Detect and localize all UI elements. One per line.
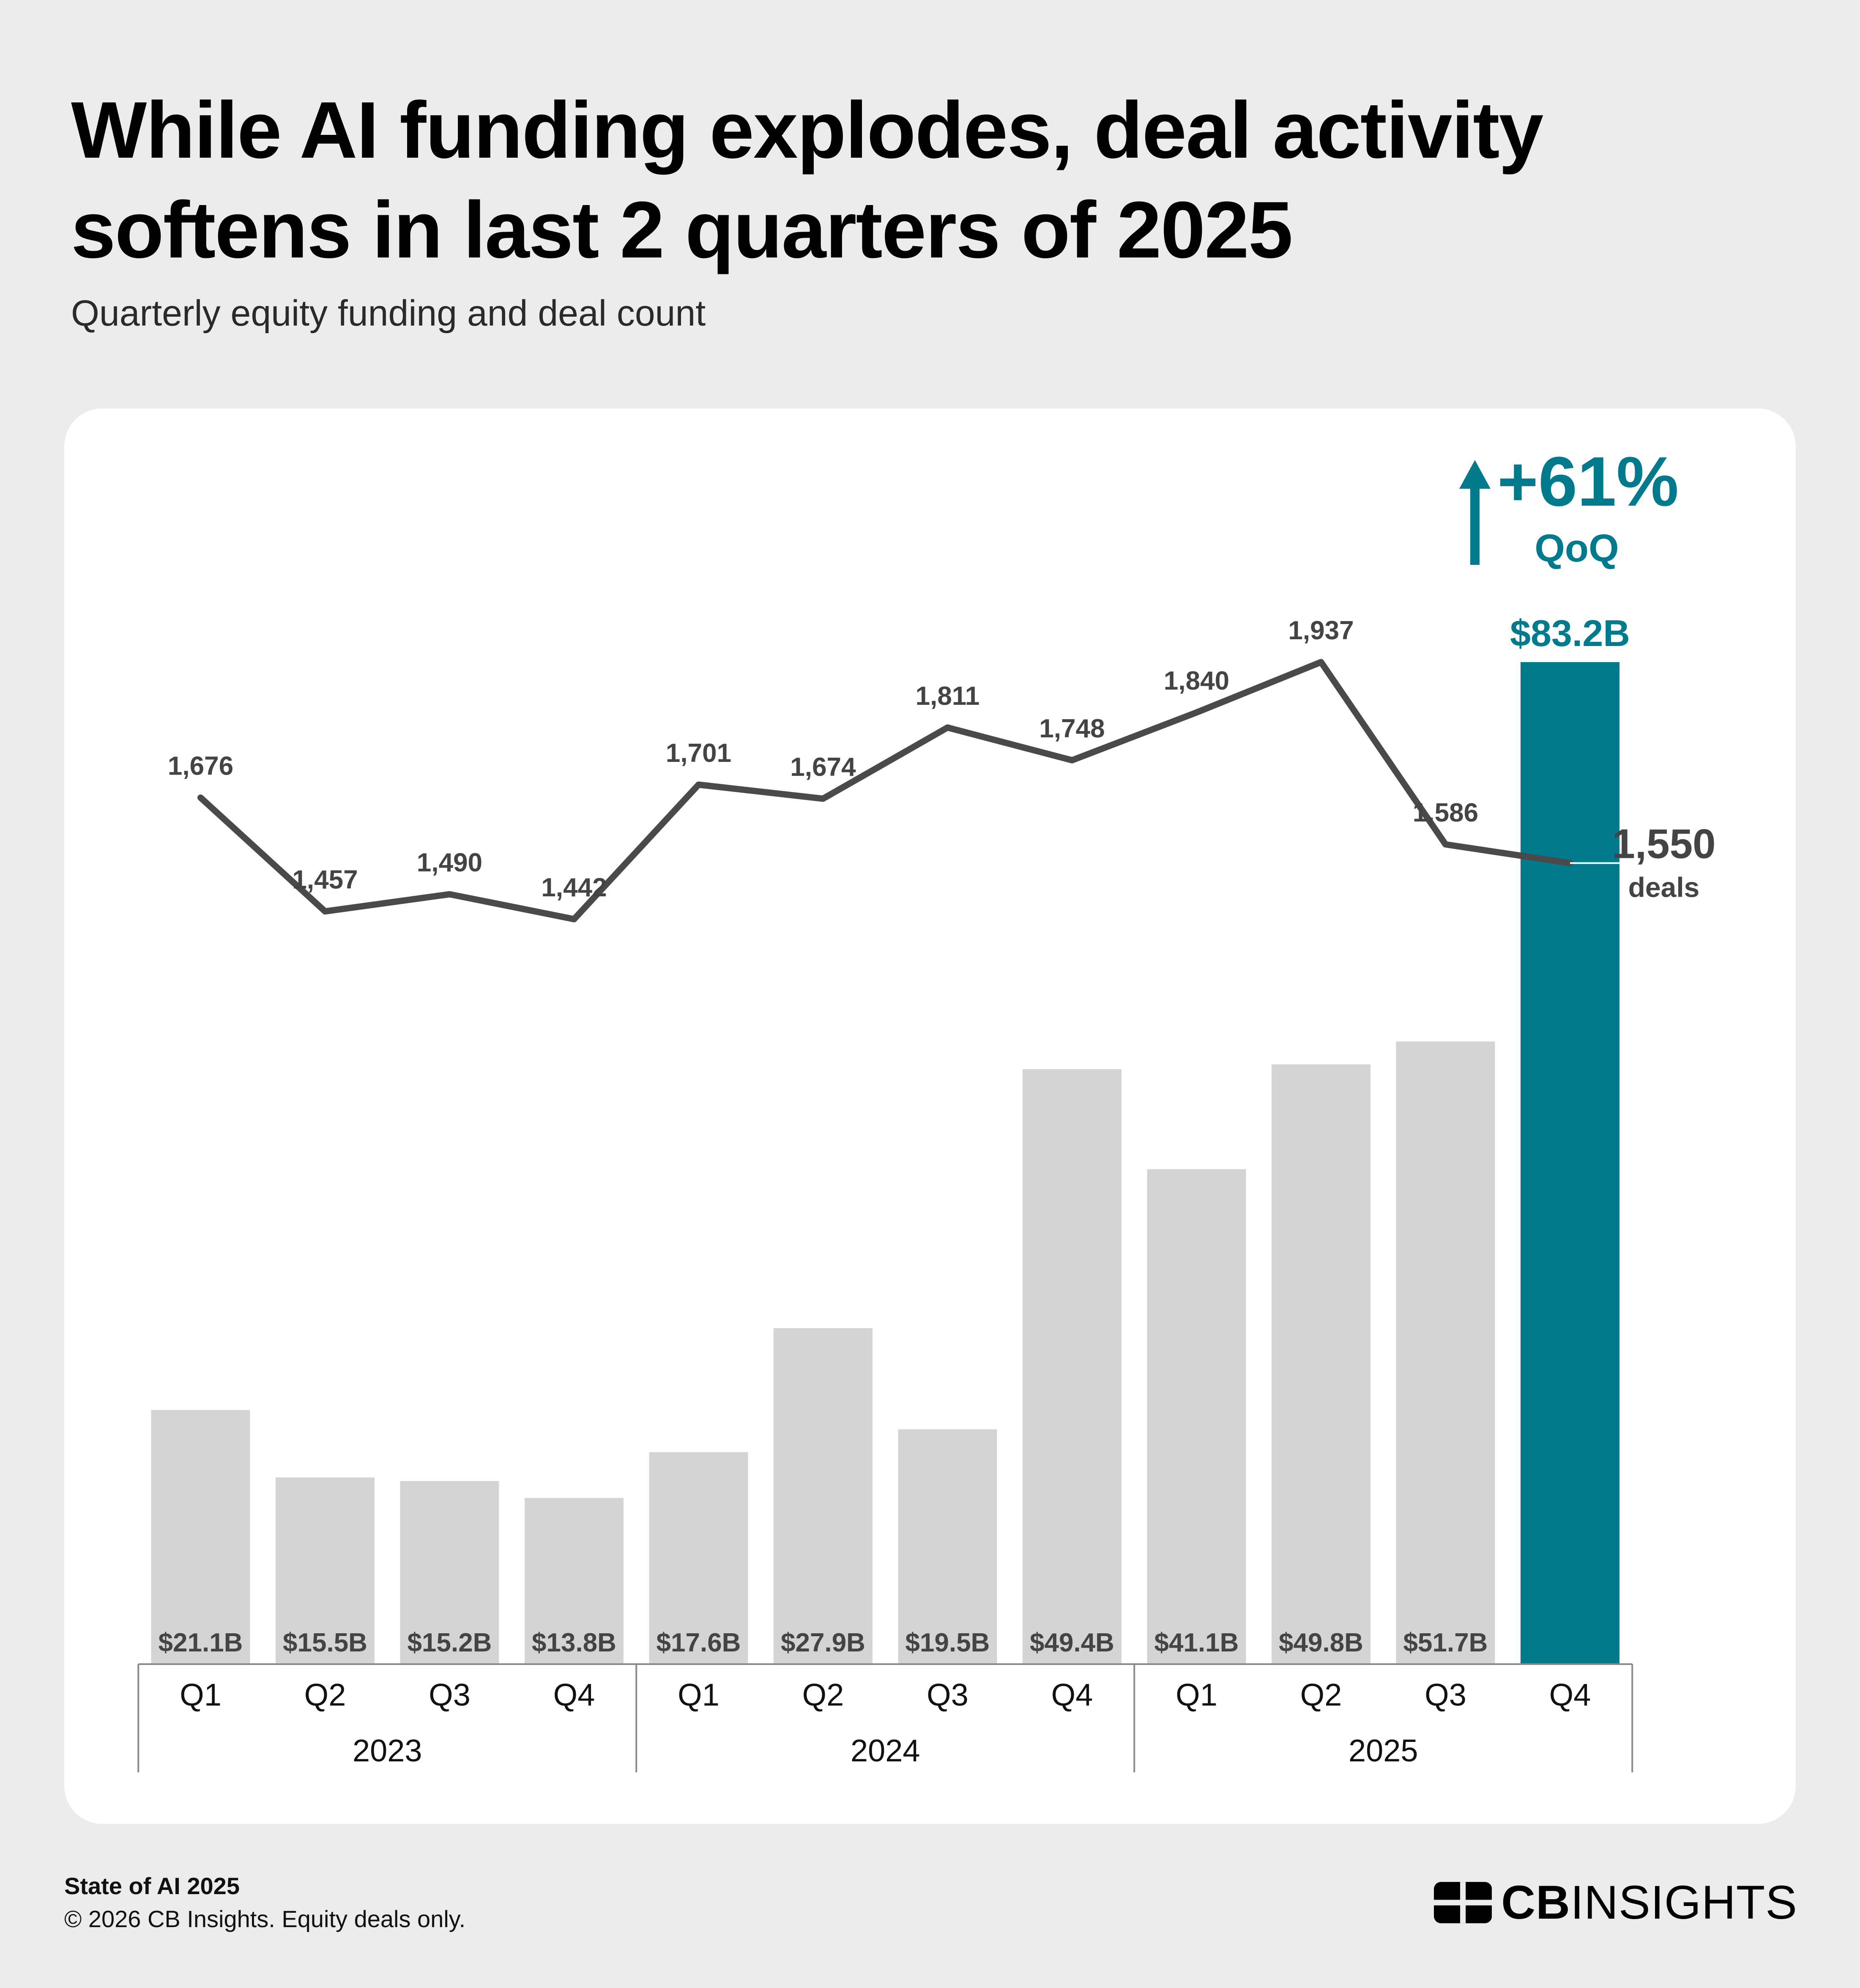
x-tick-label: Q1 — [1176, 1677, 1217, 1712]
bar-q1-9 — [1147, 1169, 1246, 1664]
last-deal-count-unit: deals — [1628, 871, 1700, 903]
x-tick-label: Q4 — [1051, 1677, 1093, 1712]
logo-text-bold: CB — [1501, 1876, 1571, 1929]
last-deal-count-value: 1,550 — [1612, 820, 1715, 867]
cb-insights-logo: CBINSIGHTS — [1434, 1873, 1797, 1932]
x-tick-label: Q1 — [180, 1677, 222, 1712]
x-tick-label: Q4 — [553, 1677, 595, 1712]
x-group-label: 2023 — [353, 1733, 422, 1768]
cb-insights-logo-icon — [1434, 1882, 1492, 1923]
bar-value-label: $21.1B — [159, 1628, 243, 1657]
bar-q3-7 — [898, 1429, 997, 1664]
bar-q2-10 — [1272, 1064, 1370, 1664]
bar-value-label: $27.9B — [781, 1628, 865, 1657]
footer-copyright: © 2026 CB Insights. Equity deals only. — [64, 1906, 466, 1932]
growth-percentage: +61% — [1497, 443, 1679, 521]
chart-area: $21.1B $15.5B $15.2B $13.8B $17.6B $27.9B $19.… — [137, 443, 1716, 1772]
x-tick-label: Q3 — [429, 1677, 470, 1712]
x-tick-label: Q4 — [1549, 1677, 1591, 1712]
bar-value-label: $41.1B — [1154, 1628, 1239, 1657]
bar-value-label: $19.5B — [905, 1628, 990, 1657]
deal-count-line — [197, 659, 1573, 923]
chart-title: While AI funding explodes, deal activity… — [71, 80, 1720, 280]
deal-count-label: 1,701 — [666, 739, 731, 768]
bar-value-label: $13.8B — [532, 1628, 616, 1657]
bar-value-label: $15.5B — [283, 1628, 367, 1657]
bar-value-label-highlight: $83.2B — [1510, 612, 1630, 654]
deal-count-label: 1,457 — [292, 865, 358, 895]
deal-count-label: 1,676 — [168, 752, 233, 781]
bar-q1-1 — [151, 1410, 250, 1664]
cb-insights-logo-text: CBINSIGHTS — [1501, 1879, 1797, 1926]
bar-q2-6 — [774, 1328, 873, 1664]
bar-value-label: $17.6B — [656, 1628, 741, 1657]
deal-count-label: 1,811 — [916, 682, 980, 711]
bar-q4-12 — [1521, 662, 1619, 1664]
chart-subtitle: Quarterly equity funding and deal count — [71, 293, 706, 334]
deal-count-label: 1,674 — [790, 753, 856, 782]
chart-title-line-1: While AI funding explodes, deal activity — [71, 85, 1543, 175]
bar-q4-8 — [1023, 1069, 1121, 1664]
bar-q4-4 — [525, 1498, 624, 1664]
bar-value-label: $15.2B — [408, 1628, 492, 1657]
logo-text-light: INSIGHTS — [1570, 1876, 1797, 1929]
growth-period-label: QoQ — [1534, 527, 1619, 570]
bar-q3-11 — [1396, 1041, 1495, 1664]
x-tick-label: Q3 — [927, 1677, 968, 1712]
x-tick-label: Q2 — [802, 1677, 844, 1712]
x-group-label: 2025 — [1348, 1733, 1418, 1768]
deal-count-label: 1,937 — [1288, 616, 1354, 645]
chart-title-line-2: softens in last 2 quarters of 2025 — [71, 185, 1293, 275]
bar-value-label: $49.8B — [1279, 1628, 1363, 1657]
deal-count-label: 1,586 — [1413, 798, 1478, 827]
deal-count-label: 1,442 — [541, 873, 607, 902]
deal-count-label: 1,840 — [1164, 666, 1229, 696]
footer-report-title: State of AI 2025 — [64, 1873, 240, 1899]
x-tick-label: Q2 — [304, 1677, 346, 1712]
bar-value-label: $51.7B — [1403, 1628, 1488, 1657]
bar-value-label: $49.4B — [1030, 1628, 1114, 1657]
x-tick-label: Q1 — [678, 1677, 719, 1712]
x-tick-label: Q2 — [1300, 1677, 1342, 1712]
bar-q1-5 — [649, 1452, 748, 1664]
bar-q2-2 — [276, 1477, 375, 1664]
x-tick-label: Q3 — [1425, 1677, 1466, 1712]
deal-count-label: 1,748 — [1039, 714, 1105, 743]
growth-arrow-shaft — [1470, 480, 1480, 565]
bar-q3-3 — [400, 1481, 499, 1664]
x-group-label: 2024 — [851, 1733, 920, 1768]
growth-arrow-icon — [1459, 460, 1491, 489]
deal-count-label: 1,490 — [417, 848, 482, 877]
